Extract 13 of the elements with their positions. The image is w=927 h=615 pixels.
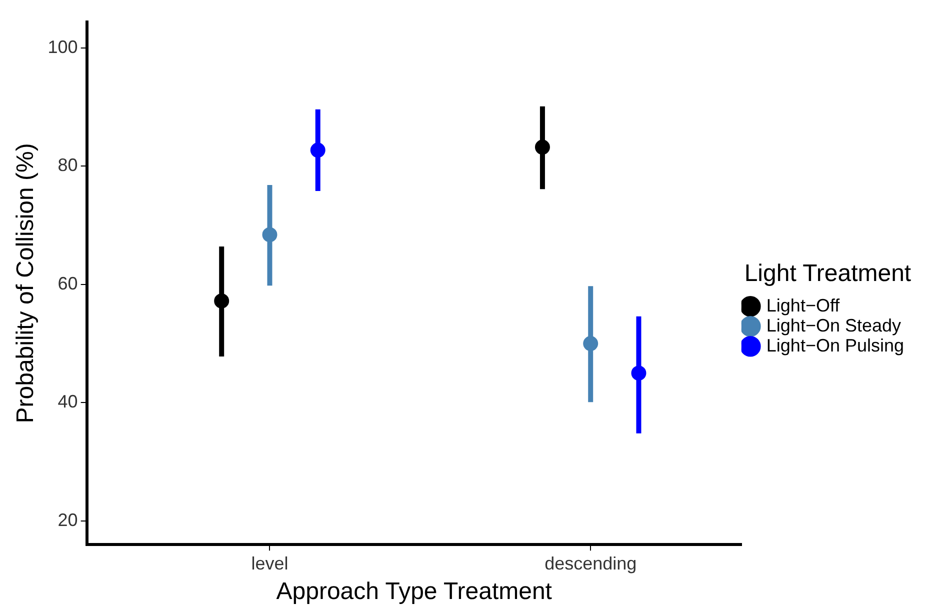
y-tick-label: 40 [58,392,78,412]
y-tick-label: 20 [58,510,78,530]
legend-label: Light−On Steady [766,315,902,336]
y-axis-title: Probability of Collision (%) [12,143,40,424]
legend-label: Light−Off [766,295,841,316]
y-tick-label: 60 [58,273,78,294]
legend-title: Light Treatment [744,260,912,288]
y-tick-label: 80 [58,155,78,176]
x-tick-label: level [251,553,288,574]
y-tick-label: 100 [48,36,78,57]
legend-label: Light−On Pulsing [766,335,904,356]
x-axis-title: Approach Type Treatment [276,578,552,606]
x-tick-label: descending [544,553,637,574]
